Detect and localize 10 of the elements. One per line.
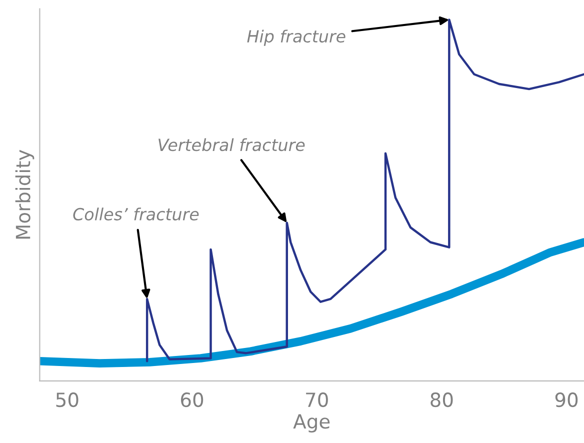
x-axis-title: Age xyxy=(293,414,330,433)
x-tick-label: 80 xyxy=(430,392,453,408)
annotation: Vertebral fracture xyxy=(158,138,305,152)
annotation: Hip fracture xyxy=(247,30,346,46)
x-tick-label: 60 xyxy=(181,392,204,408)
x-tick-label: 90 xyxy=(555,392,578,408)
x-tick-label: 50 xyxy=(56,392,78,408)
annotation: Colles’ fracture xyxy=(73,208,199,220)
x-tick-label: 70 xyxy=(306,392,328,408)
y-axis-title: Morbidity xyxy=(15,150,34,239)
